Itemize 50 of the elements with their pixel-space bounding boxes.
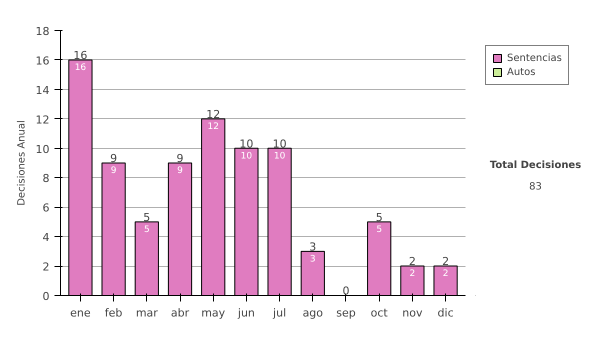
x-tick-label: feb — [104, 306, 122, 320]
data-label: 3 — [310, 254, 316, 264]
y-axis-title: Decisiones Anual — [16, 120, 28, 206]
y-tick-label: 14 — [36, 84, 50, 97]
legend-label: Sentencias — [507, 52, 562, 64]
x-tick-label: dic — [438, 306, 454, 320]
y-tick-label: 10 — [36, 142, 50, 156]
y-tick-label: 18 — [36, 25, 50, 38]
total-label: 12 — [206, 108, 220, 121]
text: Total Decisiones — [490, 160, 582, 171]
y-tick-label: 4 — [42, 231, 50, 244]
total-label: 0 — [342, 284, 350, 298]
total-label: 9 — [110, 152, 118, 165]
x-tick-label: oct — [370, 306, 388, 320]
total-label: 5 — [376, 210, 383, 224]
total-label: 9 — [176, 152, 184, 165]
y-tick-label: 8 — [42, 172, 50, 186]
text: 83 — [529, 182, 542, 192]
total-label: 10 — [239, 137, 254, 150]
data-label: 2 — [410, 269, 416, 280]
data-label: 9 — [177, 166, 184, 176]
total-label: 16 — [73, 48, 88, 62]
data-label: 10 — [240, 151, 252, 162]
data-label: 2 — [442, 269, 448, 280]
total-label: 2 — [442, 255, 450, 268]
y-tick-label: 16 — [36, 54, 50, 68]
y-tick-label: 0 — [42, 290, 50, 303]
x-tick-label: sep — [336, 306, 356, 320]
x-tick-label: nov — [402, 306, 423, 320]
y-tick-label: 2 — [42, 260, 50, 274]
x-tick-label: jun — [236, 306, 255, 320]
data-label: 5 — [376, 224, 382, 235]
total-label: 5 — [143, 210, 150, 224]
y-tick-label: 6 — [42, 202, 50, 215]
x-tick-label: ene — [70, 306, 91, 320]
y-tick-label: 12 — [36, 113, 50, 126]
data-label: 5 — [144, 224, 150, 235]
x-tick-label: jul — [272, 306, 286, 320]
data-label: 12 — [207, 122, 219, 132]
x-tick-label: ago — [302, 306, 324, 320]
x-tick-label: mar — [136, 306, 158, 320]
total-label: 3 — [309, 240, 316, 254]
data-label: 10 — [274, 151, 286, 162]
x-tick-label: may — [201, 306, 226, 320]
x-tick-label: abr — [170, 306, 190, 320]
data-label: 16 — [74, 62, 86, 73]
total-label: 10 — [272, 137, 287, 150]
data-label: 9 — [110, 166, 117, 176]
total-label: 2 — [408, 255, 416, 268]
legend-label: Autos — [507, 66, 536, 78]
